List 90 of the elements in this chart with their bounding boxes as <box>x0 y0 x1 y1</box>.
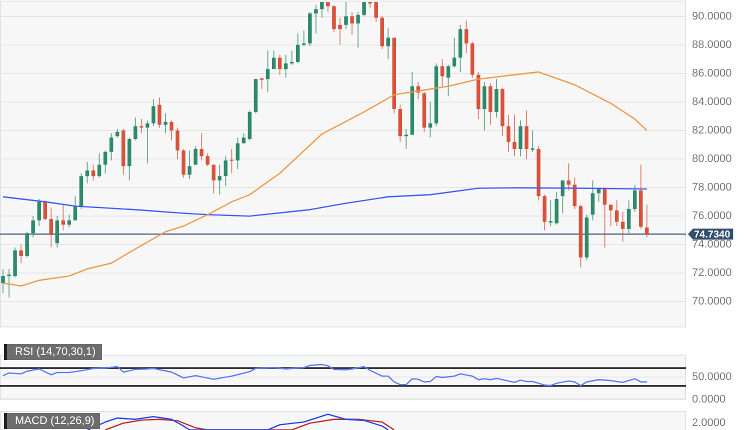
candlestick <box>464 20 468 54</box>
candlestick <box>152 98 156 127</box>
y-tick-label: 50.0000 <box>692 371 732 384</box>
candlestick <box>146 120 150 164</box>
candlestick <box>602 187 607 248</box>
candlestick <box>548 200 552 227</box>
candlestick <box>404 128 408 150</box>
candlestick <box>284 54 288 78</box>
candlestick <box>224 156 228 187</box>
candlestick <box>37 198 41 227</box>
candlestick <box>596 187 601 202</box>
candlestick <box>320 2 324 18</box>
candlestick <box>440 58 444 87</box>
candlestick <box>7 268 11 298</box>
candlestick <box>91 164 96 181</box>
y-tick-label: 80.0000 <box>692 153 732 166</box>
candlestick <box>109 132 114 161</box>
candlestick <box>164 112 168 134</box>
candlestick <box>218 164 222 196</box>
candlestick <box>230 148 234 174</box>
candlestick <box>134 117 138 141</box>
text: 2.0000 <box>692 417 726 429</box>
candlestick <box>645 204 649 238</box>
candlestick <box>374 2 378 23</box>
candlestick <box>446 64 450 97</box>
y-tick-label: 78.0000 <box>692 182 732 194</box>
candlestick <box>188 150 192 180</box>
chart-title: MACD (12,26,9) <box>4 413 100 429</box>
candlestick <box>296 32 300 64</box>
candlestick <box>482 81 486 131</box>
candlestick <box>55 216 60 248</box>
y-tick-label: 84.0000 <box>692 96 732 108</box>
candlestick <box>73 196 78 221</box>
candlestick <box>236 137 240 170</box>
y-tick-label: 88.0000 <box>692 38 732 51</box>
candlestick <box>314 4 318 34</box>
candlestick <box>97 152 102 178</box>
candlestick <box>350 12 354 36</box>
candlestick <box>608 204 613 227</box>
candlestick <box>272 50 276 70</box>
ref-line-label: 74.7340 <box>694 229 731 240</box>
candlestick <box>524 110 528 160</box>
candlestick <box>590 180 595 221</box>
candlestick <box>85 161 90 184</box>
candlestick <box>158 97 162 128</box>
candlestick <box>200 132 204 161</box>
candlestick <box>19 244 23 264</box>
candlestick <box>1 268 5 294</box>
y-tick-label: 82.0000 <box>692 124 732 136</box>
chart-title: RSI (14,70,30,1) <box>4 344 102 360</box>
candlestick <box>212 164 216 194</box>
candlestick <box>620 211 625 242</box>
candlestick <box>43 200 47 221</box>
candlestick <box>49 207 54 248</box>
candlestick <box>518 120 522 157</box>
candlestick <box>332 4 336 32</box>
candlestick <box>494 78 498 118</box>
candlestick <box>356 12 360 48</box>
candlestick <box>344 2 348 30</box>
y-tick-label: 76.0000 <box>692 210 732 222</box>
candlestick <box>176 127 180 160</box>
candlestick <box>512 114 516 157</box>
candlestick <box>326 2 330 13</box>
candlestick <box>242 132 246 144</box>
y-tick-label: 70.0000 <box>692 296 732 308</box>
candlestick <box>140 118 144 134</box>
candlestick <box>290 50 294 66</box>
y-tick-label: 72.0000 <box>692 267 732 280</box>
candlestick <box>614 200 619 227</box>
candlestick <box>632 184 637 212</box>
candlestick <box>386 27 390 60</box>
candlestick <box>506 114 510 152</box>
candlestick <box>170 120 174 141</box>
candlestick <box>452 37 456 68</box>
y-tick-label: 86.0000 <box>692 67 732 80</box>
y-tick-label: 90.0000 <box>692 10 732 22</box>
candlestick <box>302 30 306 47</box>
candlestick <box>103 150 108 174</box>
y-tick-label: 74.0000 <box>692 238 732 251</box>
y-tick-label: 0.0000 <box>692 393 726 406</box>
candlestick <box>266 50 270 92</box>
candlestick <box>260 77 264 90</box>
candlestick <box>31 216 35 238</box>
candlestick <box>338 17 342 46</box>
candlestick <box>206 152 210 167</box>
candlestick <box>194 146 198 166</box>
candlestick <box>25 231 29 258</box>
candlestick <box>626 200 631 234</box>
candlestick <box>278 54 282 76</box>
candlestick <box>362 2 366 17</box>
